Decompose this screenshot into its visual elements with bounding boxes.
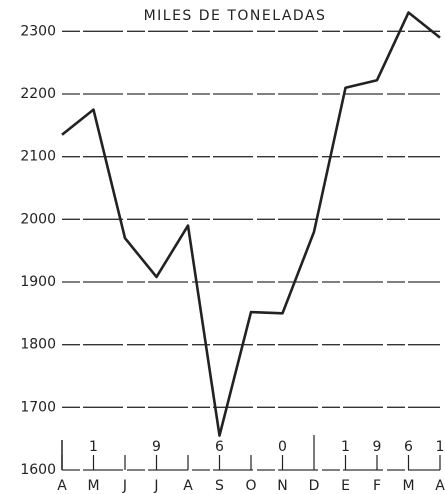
x-tick-label: J [153,478,158,494]
x-tick-label: A [435,478,445,494]
year-label: 1 [89,439,98,455]
data-line [61,11,441,437]
x-tick-label: J [122,478,127,494]
y-tick-label: 2100 [20,149,56,165]
x-tick-label: E [341,478,350,494]
x-tick-label: M [402,478,414,494]
x-tick-label: O [245,478,256,494]
x-tick-label: N [277,478,287,494]
year-label: 1 [436,439,445,455]
year-label: 9 [152,439,161,455]
x-tick-label: F [373,478,381,494]
year-label: 1 [341,439,350,455]
y-tick-label: 2200 [20,86,56,102]
x-tick-label: A [57,478,67,494]
y-tick-label: 1800 [20,337,56,353]
year-label: 6 [215,439,224,455]
y-tick-label: 1700 [20,399,56,415]
y-tick-label: 2300 [20,23,56,39]
y-tick-label: 2000 [20,211,56,227]
x-tick-label: D [309,478,320,494]
x-tick-label: S [215,478,224,494]
chart-title: MILES DE TONELADAS [144,8,327,24]
x-tick-label: M [87,478,99,494]
year-label: 0 [278,439,287,455]
year-label: 6 [404,439,413,455]
year-label: 9 [373,439,382,455]
y-tick-label: 1900 [20,274,56,290]
x-tick-label: A [183,478,193,494]
y-tick-label: 1600 [20,462,56,478]
